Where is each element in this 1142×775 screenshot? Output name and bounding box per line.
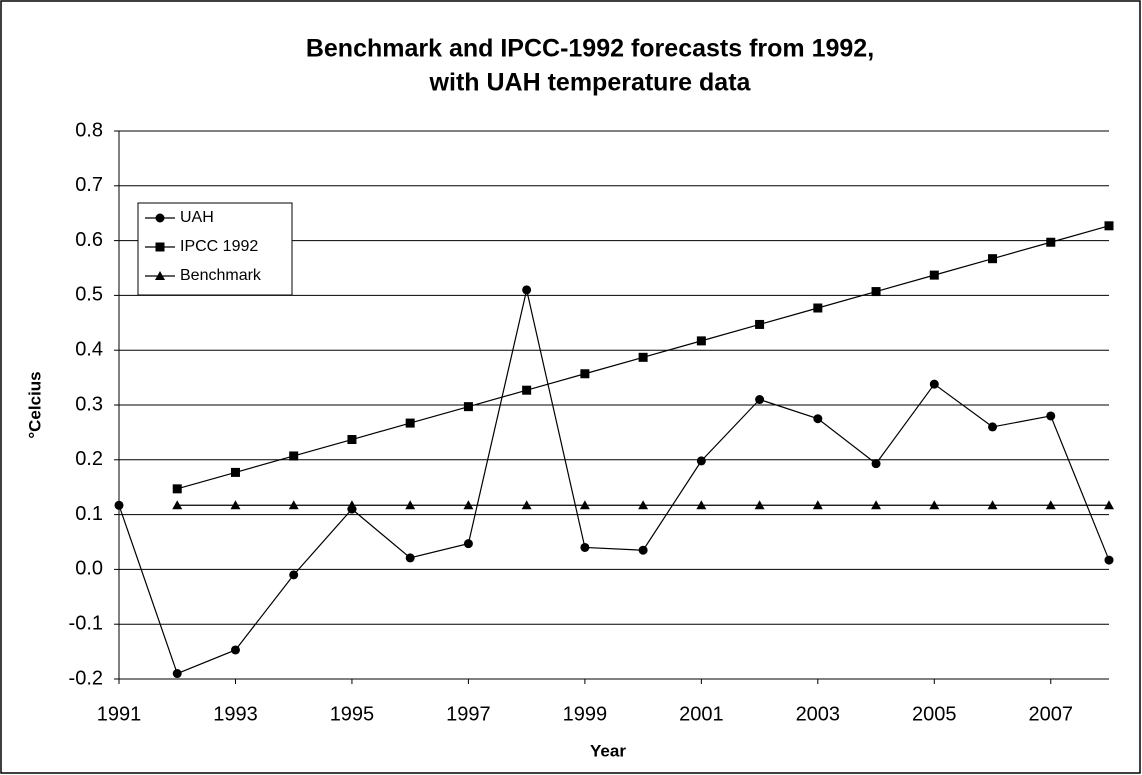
point xyxy=(463,500,474,510)
point xyxy=(638,352,648,362)
point xyxy=(230,645,240,655)
point xyxy=(987,500,998,510)
point xyxy=(871,459,881,469)
chart-title: Benchmark and IPCC-1992 forecasts from 1… xyxy=(306,35,874,63)
point xyxy=(405,418,415,428)
y-tick-label: 0.2 xyxy=(75,448,103,470)
point xyxy=(696,336,706,346)
x-tick-label: 1999 xyxy=(563,703,608,725)
point xyxy=(813,414,823,424)
point xyxy=(813,303,823,313)
point xyxy=(812,500,823,510)
legend-label: Benchmark xyxy=(180,267,262,284)
chart-title: with UAH temperature data xyxy=(429,69,752,97)
point xyxy=(522,285,532,295)
point xyxy=(347,435,357,445)
point xyxy=(405,553,415,563)
y-tick-label: -0.1 xyxy=(69,612,103,634)
series-line xyxy=(118,289,1110,675)
point xyxy=(522,385,532,395)
point xyxy=(346,500,357,510)
y-tick-label: 0.3 xyxy=(75,393,103,415)
y-tick-label: -0.2 xyxy=(69,667,103,689)
point xyxy=(696,500,707,510)
y-tick-label: 0.4 xyxy=(75,338,103,360)
x-tick-label: 1997 xyxy=(446,703,491,725)
point xyxy=(155,213,165,223)
point xyxy=(463,402,473,412)
x-tick-label: 1995 xyxy=(330,703,375,725)
x-tick-label: 1991 xyxy=(97,703,142,725)
legend-label: UAH xyxy=(180,209,214,226)
point xyxy=(580,542,590,552)
legend-label: IPCC 1992 xyxy=(180,238,258,255)
point xyxy=(929,500,940,510)
x-tick-label: 2005 xyxy=(912,703,957,725)
point xyxy=(871,287,881,297)
x-tick-label: 2001 xyxy=(679,703,724,725)
point xyxy=(696,456,706,466)
point xyxy=(755,395,765,405)
point xyxy=(155,271,165,280)
x-axis-label: Year xyxy=(590,741,626,760)
point xyxy=(230,467,240,477)
point xyxy=(172,484,182,494)
point xyxy=(172,500,183,510)
point xyxy=(172,669,182,679)
y-tick-label: 0.0 xyxy=(75,558,103,580)
point xyxy=(754,500,765,510)
y-tick-label: 0.7 xyxy=(75,174,103,196)
point xyxy=(1045,500,1056,510)
point xyxy=(1104,500,1114,510)
point xyxy=(929,379,939,389)
y-tick-label: 0.8 xyxy=(75,119,103,141)
point xyxy=(155,242,165,252)
y-tick-label: 0.5 xyxy=(75,284,103,306)
point xyxy=(1104,555,1114,565)
x-tick-label: 2003 xyxy=(796,703,841,725)
y-tick-label: 0.1 xyxy=(75,503,103,525)
point xyxy=(114,500,124,510)
point xyxy=(638,545,648,555)
point xyxy=(405,500,416,510)
point xyxy=(638,500,649,510)
point xyxy=(463,539,473,549)
point xyxy=(929,270,939,280)
point xyxy=(580,369,590,379)
point xyxy=(988,254,998,264)
point xyxy=(521,500,532,510)
point xyxy=(988,422,998,432)
point xyxy=(230,500,241,510)
point xyxy=(289,451,299,461)
point xyxy=(1046,237,1056,247)
x-tick-label: 1993 xyxy=(213,703,258,725)
point xyxy=(871,500,882,510)
x-tick-label: 2007 xyxy=(1029,703,1074,725)
y-axis-label: °Celcius xyxy=(25,371,44,438)
point xyxy=(1104,221,1114,231)
point xyxy=(289,570,299,580)
point xyxy=(755,319,765,329)
point xyxy=(1046,411,1056,421)
point xyxy=(579,500,590,510)
point xyxy=(288,500,299,510)
y-tick-label: 0.6 xyxy=(75,229,103,251)
